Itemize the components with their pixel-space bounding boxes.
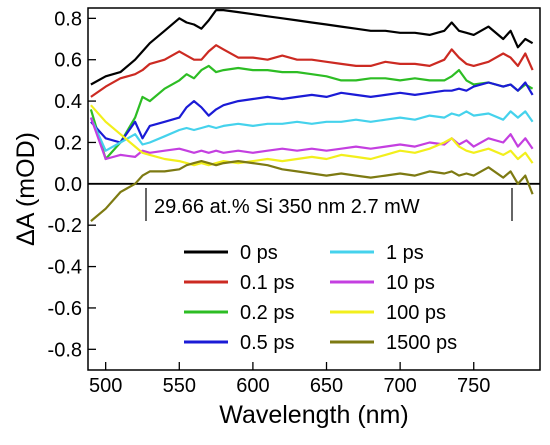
legend: 0 ps 0.1 ps 0.2 ps 0.5 ps 1 ps 10 ps 100 ps 150… <box>184 242 457 354</box>
x-tick-label: 650 <box>310 375 343 397</box>
y-axis-label: ΔA (mOD) <box>12 132 40 246</box>
legend-label: 0 ps <box>240 242 278 264</box>
annotation-text: 29.66 at.% Si 350 nm 2.7 mW <box>154 196 420 218</box>
y-tick-label: -0.8 <box>48 339 82 361</box>
ticks-layer: 500 550 600 650 700 750 0.8 0.6 0.4 0.2 0.0 -0.2 -0.… <box>48 8 491 397</box>
y-tick-label: 0.4 <box>54 91 82 113</box>
series-layer <box>89 9 534 222</box>
x-tick-label: 700 <box>383 375 416 397</box>
legend-label: 0.1 ps <box>240 272 294 294</box>
legend-label: 0.5 ps <box>240 332 294 354</box>
legend-label: 100 ps <box>386 302 446 324</box>
y-tick-label: 0.8 <box>54 8 82 30</box>
annotation-layer: 29.66 at.% Si 350 nm 2.7 mW <box>145 188 513 221</box>
y-tick-label: -0.2 <box>48 215 82 237</box>
series-line-4 <box>89 110 534 152</box>
series-line-7 <box>90 160 534 222</box>
y-tick-label: 0.6 <box>54 50 82 72</box>
x-tick-label: 600 <box>236 375 269 397</box>
y-tick-label: 0.2 <box>54 132 82 154</box>
legend-label: 10 ps <box>386 272 435 294</box>
x-tick-label: 500 <box>89 375 122 397</box>
y-tick-label: -0.4 <box>48 257 82 279</box>
x-tick-label: 550 <box>163 375 196 397</box>
plot-frame <box>87 7 541 371</box>
x-tick-label: 750 <box>457 375 490 397</box>
series-line-0 <box>90 9 534 86</box>
y-tick-label: 0.0 <box>54 174 82 196</box>
legend-label: 0.2 ps <box>240 302 294 324</box>
series-line-5 <box>89 117 534 161</box>
y-tick-label: -0.6 <box>48 298 82 320</box>
legend-label: 1500 ps <box>386 332 457 354</box>
series-line-6 <box>90 104 534 167</box>
series-line-3 <box>90 81 534 144</box>
x-axis-label: Wavelength (nm) <box>219 401 408 429</box>
legend-label: 1 ps <box>386 242 424 264</box>
series-line-1 <box>90 44 534 98</box>
series-line-2 <box>89 64 534 161</box>
